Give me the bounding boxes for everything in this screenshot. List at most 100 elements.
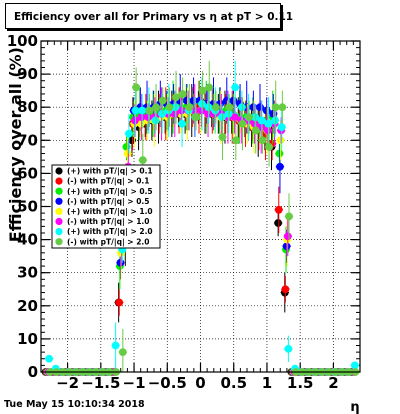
- x-tick-label: 0: [195, 374, 205, 392]
- x-tick-label: 2: [328, 374, 338, 392]
- y-tick-label: 40: [17, 231, 38, 249]
- x-axis-title: η: [350, 400, 359, 414]
- data-point: [111, 341, 120, 350]
- data-point: [224, 109, 233, 118]
- data-point: [251, 113, 260, 122]
- data-point: [238, 119, 247, 128]
- legend-entry: (-) with pT/|q| > 0.1: [67, 177, 149, 187]
- data-point: [158, 96, 167, 105]
- data-point: [132, 83, 141, 92]
- legend-entry: (+) with pT/|q| > 0.1: [67, 167, 153, 177]
- data-point: [116, 258, 125, 267]
- footer-date: Tue May 15 10:10:34 2018: [4, 399, 145, 410]
- data-point: [218, 113, 226, 122]
- data-point: [251, 126, 260, 135]
- x-tick-label: 1: [262, 374, 272, 392]
- legend-entry: (-) with pT/|q| > 2.0: [67, 237, 149, 247]
- data-point: [118, 348, 127, 357]
- legend-entry: (+) with pT/|q| > 2.0: [67, 227, 153, 237]
- data-point: [131, 116, 139, 125]
- data-point: [197, 106, 206, 115]
- legend-marker: [55, 197, 63, 205]
- data-point: [211, 103, 220, 112]
- legend-marker: [55, 207, 63, 215]
- data-point: [137, 113, 146, 122]
- data-point: [250, 119, 259, 128]
- data-point: [172, 93, 180, 102]
- legend-marker: [55, 217, 63, 226]
- data-point: [137, 119, 145, 128]
- data-point: [138, 156, 147, 165]
- data-point: [256, 103, 264, 112]
- data-point: [271, 103, 280, 112]
- data-point: [138, 106, 147, 115]
- legend-marker: [55, 187, 63, 195]
- data-point: [274, 205, 283, 214]
- data-point: [275, 149, 284, 158]
- legend-entry: (+) with pT/|q| > 1.0: [67, 207, 153, 217]
- data-point: [264, 119, 273, 128]
- data-point: [158, 109, 167, 118]
- data-point: [218, 133, 227, 141]
- data-point: [265, 143, 273, 151]
- chart-title: Efficiency over all for Primary vs η at …: [14, 11, 294, 23]
- data-point: [170, 109, 179, 118]
- data-point: [283, 232, 292, 241]
- data-point: [278, 103, 287, 112]
- y-tick-label: 0: [28, 363, 38, 381]
- data-point: [123, 149, 132, 158]
- x-tick-label: −0.5: [148, 374, 187, 392]
- y-tick-label: 60: [17, 164, 38, 182]
- data-point: [152, 103, 160, 112]
- data-point: [178, 90, 187, 98]
- x-tick-label: 1.5: [287, 374, 314, 392]
- data-point: [281, 285, 290, 294]
- data-point: [245, 113, 254, 122]
- data-point: [277, 123, 286, 131]
- data-point: [115, 298, 124, 307]
- data-point: [284, 344, 293, 353]
- title-box: Efficiency over all for Primary vs η at …: [5, 3, 293, 29]
- legend-marker: [55, 167, 63, 175]
- y-tick-label: 50: [17, 198, 38, 216]
- legend-entry: (+) with pT/|q| > 0.5: [67, 187, 153, 197]
- data-point: [151, 116, 160, 125]
- data-point: [276, 136, 285, 145]
- data-point: [237, 103, 246, 112]
- data-point: [262, 106, 271, 115]
- data-point: [350, 361, 359, 370]
- data-point: [204, 109, 212, 118]
- data-point: [192, 113, 200, 122]
- data-point: [131, 106, 140, 115]
- legend: (+) with pT/|q| > 0.1(-) with pT/|q| > 0…: [51, 164, 161, 249]
- data-point: [285, 212, 293, 221]
- data-point: [231, 83, 240, 92]
- y-axis-title: Efficiency over all (%): [6, 47, 25, 242]
- data-point: [258, 136, 267, 145]
- data-point: [276, 162, 284, 171]
- data-point: [124, 129, 133, 138]
- legend-marker: [55, 238, 63, 246]
- data-point: [282, 242, 291, 251]
- data-point: [165, 103, 174, 112]
- y-tick-label: 90: [17, 65, 38, 83]
- data-point: [205, 83, 214, 92]
- x-tick-label: −1: [123, 374, 146, 392]
- legend-entry: (-) with pT/|q| > 1.0: [67, 217, 149, 227]
- legend-marker: [55, 228, 63, 236]
- data-point: [204, 103, 213, 112]
- data-point: [229, 96, 238, 105]
- data-point: [263, 126, 272, 135]
- data-point: [225, 103, 234, 112]
- x-tick-label: −1.5: [81, 374, 120, 392]
- plot-frame: [40, 40, 361, 373]
- data-point: [177, 106, 186, 115]
- data-point: [171, 103, 180, 112]
- data-point: [231, 136, 240, 145]
- x-tick-label: −2: [56, 374, 79, 392]
- y-tick-label: 30: [17, 264, 38, 282]
- data-point: [198, 86, 207, 95]
- data-layer: [41, 60, 360, 376]
- data-point: [274, 219, 283, 227]
